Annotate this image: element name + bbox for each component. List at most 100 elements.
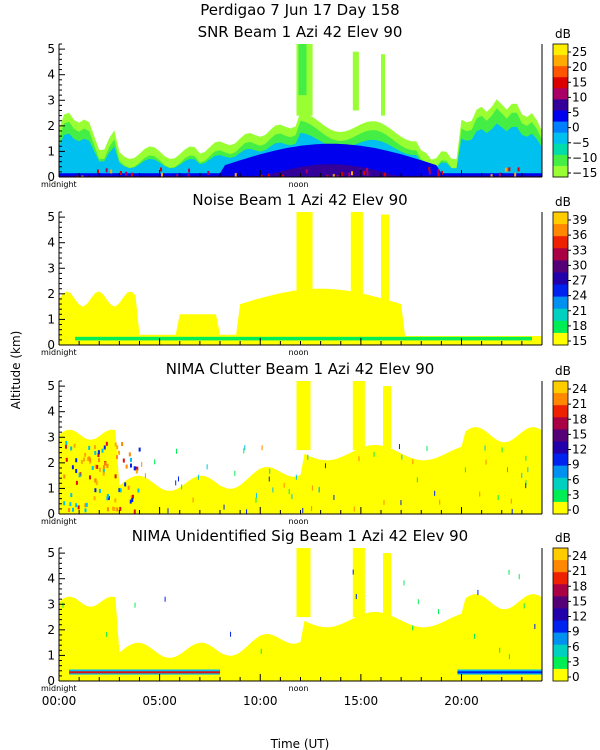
colorbar-label: 33 [572,243,587,257]
colorbar-frame [552,547,569,682]
colorbar-swatch [553,632,568,646]
colorbar-label: 39 [572,213,587,227]
colorbar-swatch [553,99,568,111]
clutter-speckle [95,480,98,485]
colorbar-swatch [553,393,568,406]
colorbar-label: 18 [572,319,587,333]
clutter-speckle [398,444,400,450]
clutter-speckle [84,452,87,457]
panel-snr: 0 1 2 3 4 5 midnight noon SNR Beam 1 Azi 42 Elev… [41,23,597,189]
clutter-speckle [65,457,68,462]
colorbar-frame [552,211,569,346]
noon-label: noon [289,684,309,693]
colorbar-swatch [553,77,568,89]
clutter-speckle [102,471,105,476]
midnight-label: midnight [41,517,77,526]
snr-speckle [498,172,501,177]
colorbar-label: 20 [572,60,587,74]
colorbar-label: 12 [572,610,587,624]
snr-speckle [207,170,210,175]
clutter-speckle [103,445,106,450]
clutter-speckle [102,465,105,470]
snr-speckle [188,168,191,173]
clutter-speckle [114,474,117,479]
unident-band [69,671,220,674]
snr-speckle [437,172,440,177]
clutter-speckle [527,467,529,473]
unident-speckle [508,569,510,575]
panel-title: SNR Beam 1 Azi 42 Elev 90 [198,23,403,41]
clutter-speckle [104,461,107,466]
unident-speckle [106,631,108,637]
clutter-speckle [511,508,513,514]
colorbar-swatch [553,381,568,394]
y-tick-label: 0 [47,338,55,352]
snr-speckle [267,173,270,177]
clutter-speckle [358,456,360,462]
clutter-speckle [243,448,245,454]
unident-speckle [352,569,354,575]
y-tick-label: 4 [47,572,55,586]
snr-speckle [363,171,366,176]
clutter-speckle [85,502,88,507]
y-tick-label: 1 [47,648,55,662]
colorbar-label: 10 [572,90,587,104]
clutter-speckle [283,482,285,488]
clutter-speckle [373,451,375,457]
colorbar-swatch [553,668,568,682]
unident-speckle [437,609,439,615]
clutter-speckle [400,500,402,506]
colorbar-swatch [553,465,568,479]
clutter-speckle [302,508,304,514]
clutter-speckle [255,497,257,503]
unident-speckle [474,633,476,639]
unident-speckle [412,625,414,631]
unident-speckle [523,603,525,609]
y-tick-label: 4 [47,68,55,82]
clutter-speckle [89,458,92,463]
colorbar-label: −10 [572,151,597,165]
noon-label: noon [289,180,309,189]
clutter-speckle [106,496,109,501]
colorbar-label: −15 [572,166,597,180]
clutter-speckle [101,448,104,453]
clutter-speckle [116,507,119,512]
clutter-speckle [71,465,74,470]
clutter-speckle [127,485,130,490]
colorbar-unit: dB [555,531,571,545]
snr-speckle [81,175,84,177]
clutter-speckle [83,457,86,462]
clutter-speckle [288,489,290,495]
snr-speckle [332,174,335,177]
clutter-speckle [133,466,136,471]
clutter-speckle [268,476,270,482]
colorbar-swatch [553,308,568,322]
clutter-speckle [106,463,109,468]
clutter-speckle [84,503,87,508]
unident-speckle [164,596,166,602]
colorbar-swatch [553,132,568,145]
y-tick-label: 3 [47,430,55,444]
clutter-speckle [94,478,97,483]
heatmap-unident [59,548,542,681]
snr-speckle [234,173,237,177]
snr-speckle [176,174,179,177]
colorbar-swatch [553,560,568,573]
clutter-speckle [311,485,313,491]
noise-region-yellow [59,288,542,345]
clutter-speckle [75,468,78,473]
clutter-speckle [167,508,169,514]
x-tick-label: 05:00 [142,694,177,708]
colorbar-swatch [553,332,568,346]
colorbar-unit: dB [555,364,571,378]
clutter-speckle [118,488,121,493]
clutter-speckle [129,499,132,504]
clutter-speckle [69,502,72,507]
clutter-speckle [75,503,78,508]
y-tick-label: 3 [47,261,55,275]
clutter-speckle [484,445,486,451]
colorbar-swatch [553,405,568,418]
